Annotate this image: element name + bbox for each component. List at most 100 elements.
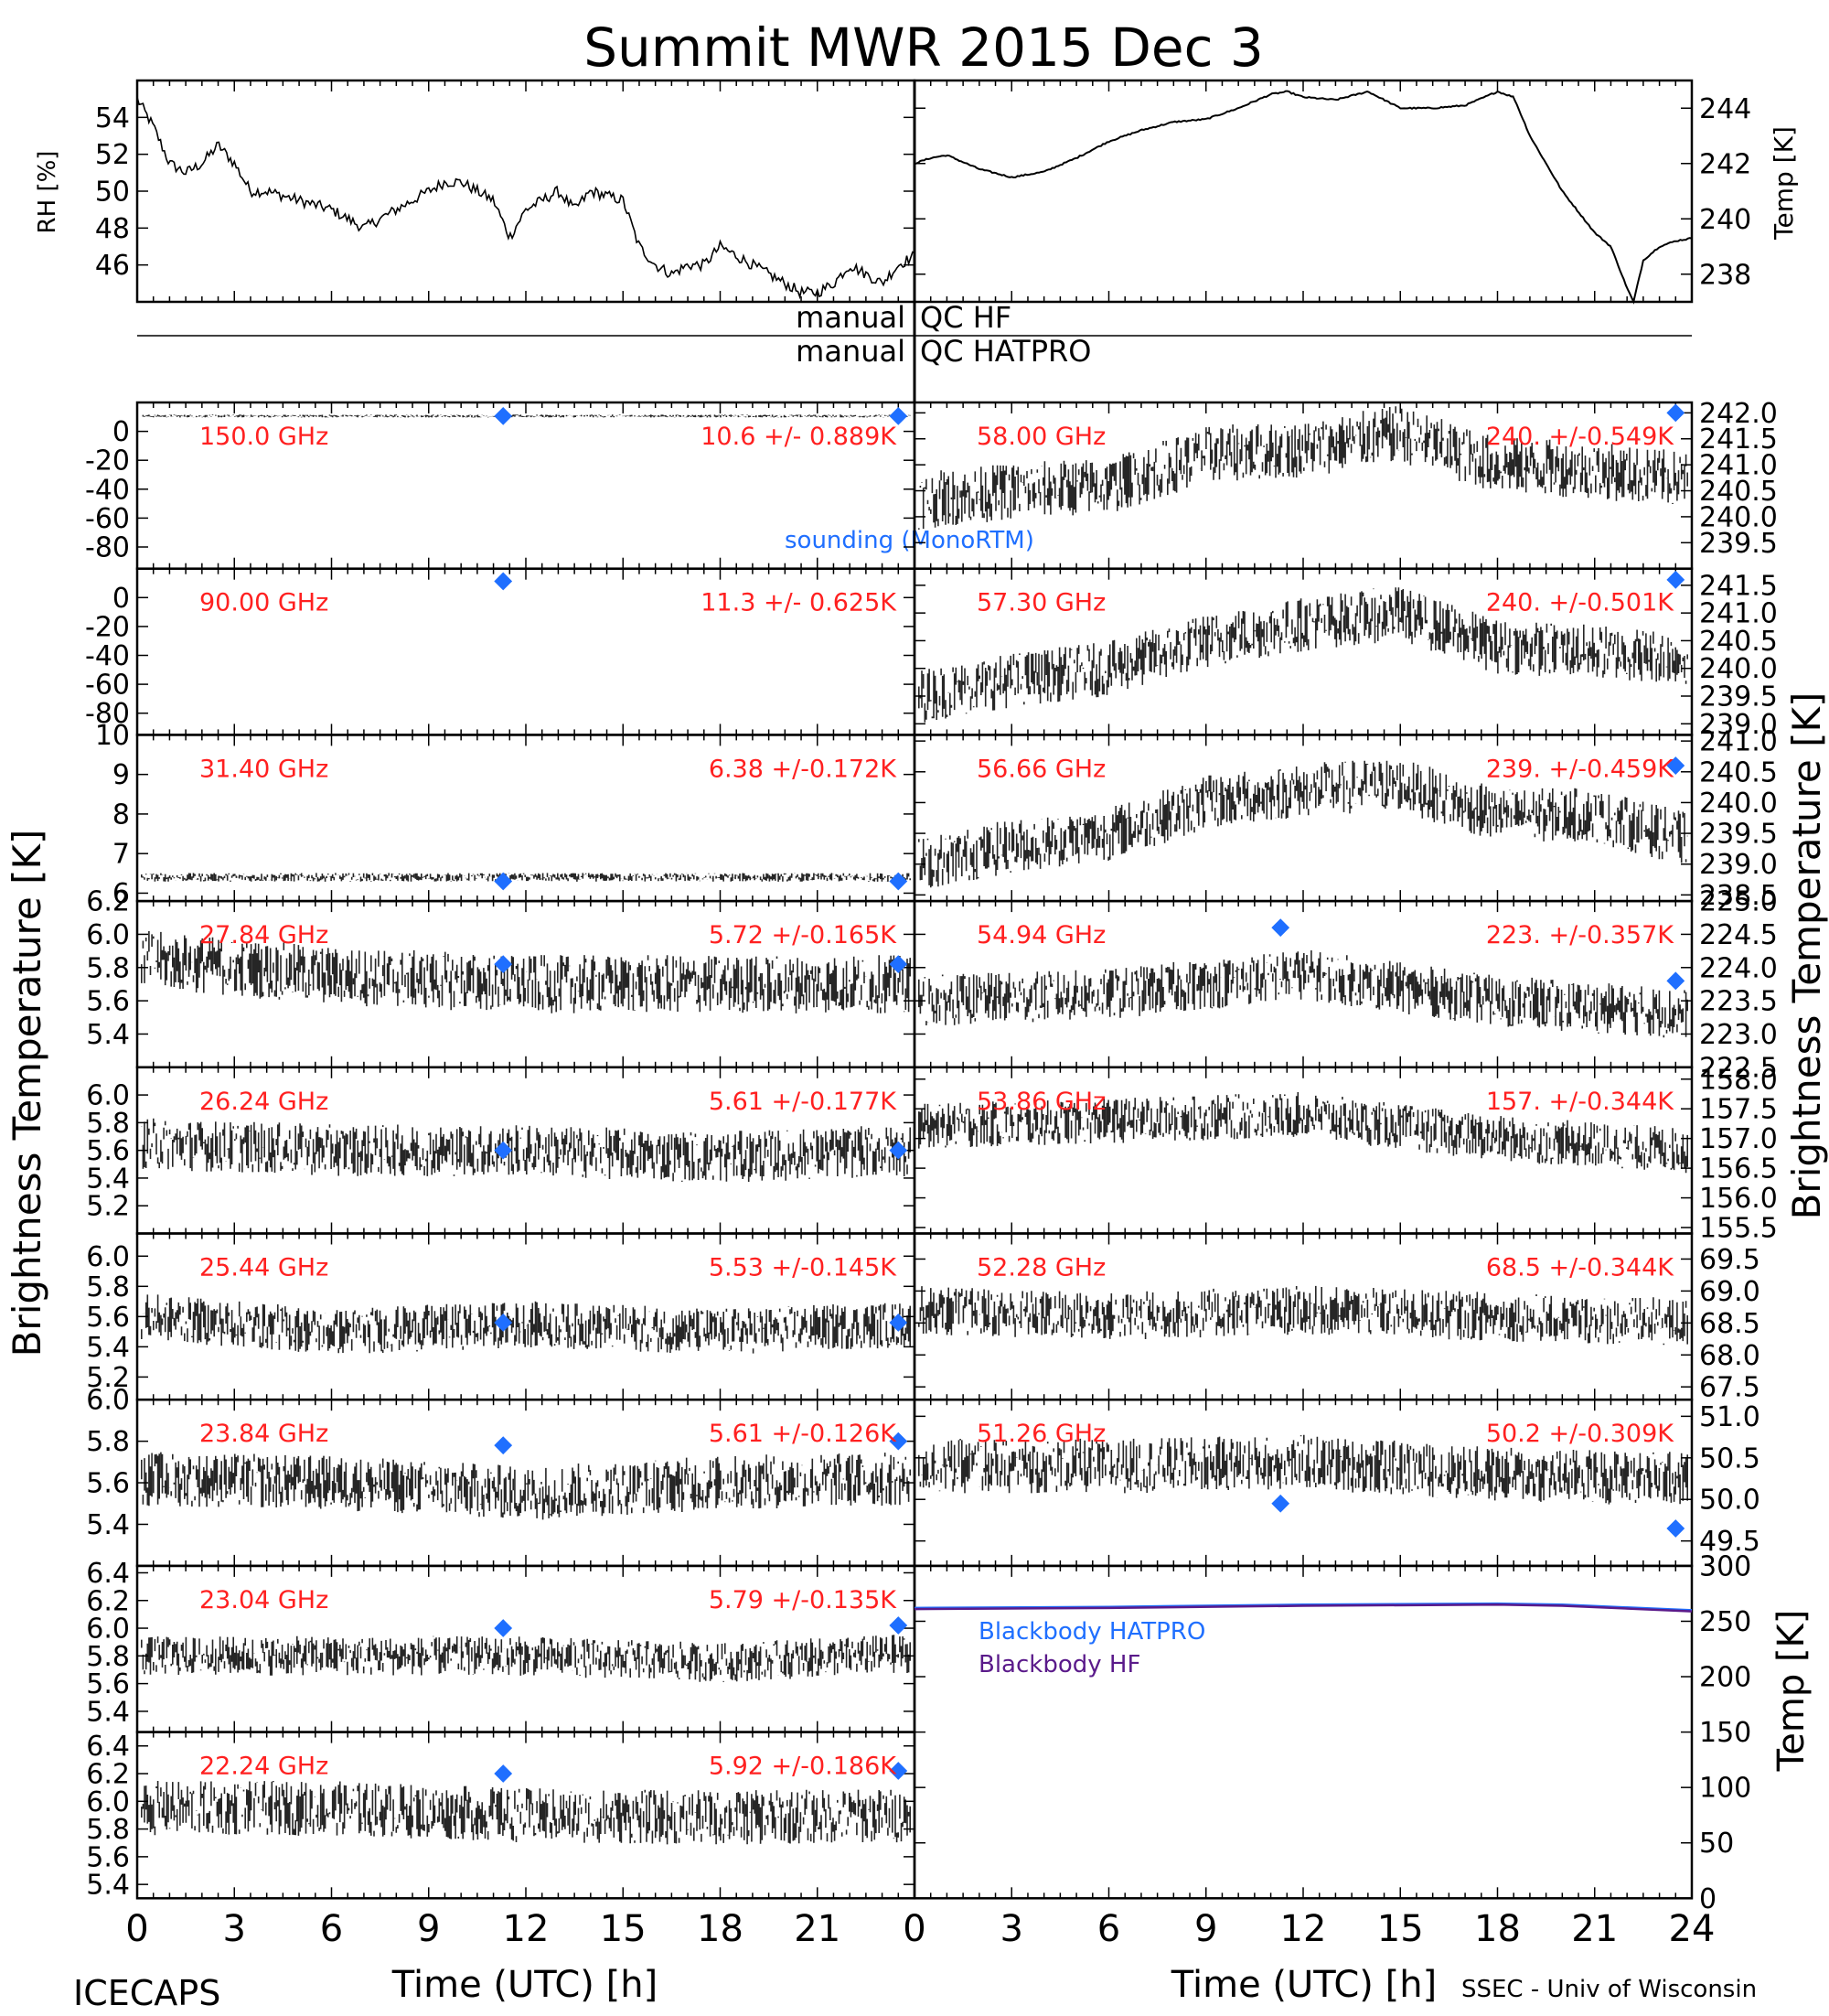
- rh-panel: [135, 79, 916, 304]
- y-tick-label: 52: [95, 139, 130, 171]
- y-tick-label: 69.5: [1699, 1244, 1760, 1276]
- y-tick-label: 6.0: [86, 1786, 130, 1818]
- y-tick-label: 5.6: [86, 1135, 130, 1167]
- sounding-marker: [889, 1432, 908, 1451]
- x-tick-label: 6: [320, 1908, 343, 1950]
- y-tick-label: 240.0: [1699, 653, 1778, 685]
- y-tick-label: 6.0: [86, 1614, 130, 1646]
- y-tick-label: 0: [112, 583, 130, 615]
- y-tick-label: 6.4: [86, 1731, 130, 1763]
- y-tick-label: 50: [95, 177, 130, 209]
- y-tick-label: 5.6: [86, 1841, 130, 1873]
- y-tick-label: 238: [1699, 259, 1751, 291]
- sounding-marker: [1666, 403, 1685, 423]
- y-tick-label: 5.6: [86, 1302, 130, 1334]
- y-tick-label: 225.0: [1699, 886, 1778, 918]
- channel-frequency-label: 52.28 GHz: [977, 1254, 1106, 1282]
- left-channel-panel-7-yticks: 5.45.65.86.06.26.4: [86, 1558, 914, 1728]
- x-tick-label: 21: [1571, 1908, 1618, 1950]
- qc-hf-right-label: QC HF: [920, 300, 1011, 335]
- right-channel-panel-6-yticks: 49.5 50.0 50.5 51.0: [914, 1401, 1760, 1558]
- y-tick-label: 222.5: [1699, 1052, 1778, 1084]
- y-tick-label: 5.2: [86, 1191, 130, 1223]
- y-tick-label: 240: [1699, 204, 1751, 236]
- y-tick-label: 223.0: [1699, 1019, 1778, 1051]
- sounding-marker: [1666, 570, 1685, 589]
- y-tick-label: 46: [95, 250, 130, 282]
- left-channel-panel-7-data: [141, 1635, 911, 1682]
- x-tick-label: 18: [697, 1908, 743, 1950]
- channel-frequency-label: 150.0 GHz: [199, 423, 328, 451]
- qc-hatpro-left-label: manual: [796, 334, 905, 369]
- y-tick-label: 5.4: [86, 1509, 130, 1541]
- sounding-marker: [889, 872, 908, 891]
- x-tick-label: 0: [903, 1908, 925, 1950]
- rh-axis-label: RH [%]: [34, 151, 61, 234]
- sounding-marker: [1666, 756, 1685, 775]
- y-tick-label: 157.5: [1699, 1094, 1778, 1126]
- left-channel-panel-0-data: [141, 414, 911, 418]
- channel-stat-label: 11.3 +/- 0.625K: [701, 589, 897, 617]
- sounding-marker: [889, 1141, 908, 1160]
- y-tick-label: 5.8: [86, 1108, 130, 1140]
- y-tick-label: 244: [1699, 93, 1751, 125]
- sounding-marker: [1666, 971, 1685, 991]
- channel-stat-label: 5.72 +/-0.165K: [709, 921, 897, 949]
- y-tick-label: 6.2: [86, 1759, 130, 1791]
- right-channel-panel-0-data: [918, 406, 1688, 530]
- qc-hatpro-right-label: QC HATPRO: [920, 334, 1091, 369]
- channel-frequency-label: 58.00 GHz: [977, 423, 1106, 451]
- y-tick-label: 150: [1699, 1717, 1751, 1749]
- y-tick-label: 51.0: [1699, 1401, 1760, 1433]
- sounding-marker: [1271, 1494, 1290, 1513]
- plot-layer: 46485052542382402422440-20-40-60-80150.0…: [85, 79, 1778, 1950]
- sounding-marker: [1271, 918, 1290, 938]
- y-tick-label: 300: [1699, 1550, 1751, 1582]
- left-channel-panel-3-yticks: 5.45.65.86.06.2: [86, 886, 914, 1051]
- y-tick-label: 6.0: [86, 1080, 130, 1112]
- channel-stat-label: 240. +/-0.549K: [1486, 423, 1674, 451]
- y-tick-label: 5.8: [86, 1271, 130, 1303]
- y-axis-label-right: Brightness Temperature [K]: [1784, 692, 1829, 1220]
- legend-sounding: sounding (MonoRTM): [785, 527, 1034, 554]
- channel-stat-label: 50.2 +/-0.309K: [1486, 1420, 1674, 1448]
- y-tick-label: 242: [1699, 148, 1751, 180]
- footer-left: ICECAPS: [73, 1973, 220, 2012]
- channel-frequency-label: 57.30 GHz: [977, 589, 1106, 617]
- y-tick-label: 5.6: [86, 1468, 130, 1500]
- y-tick-label: -80: [85, 532, 130, 564]
- y-tick-label: -20: [85, 611, 130, 643]
- y-tick-label: 5.4: [86, 1870, 130, 1902]
- right-channel-panel-6-data: [918, 1434, 1688, 1505]
- y-tick-label: 5.8: [86, 1641, 130, 1673]
- channel-frequency-label: 54.94 GHz: [977, 921, 1106, 949]
- y-tick-label: 224.5: [1699, 919, 1778, 951]
- x-axis-label-left: Time (UTC) [h]: [391, 1964, 658, 2006]
- channel-stat-label: 239. +/-0.459K: [1486, 755, 1674, 783]
- left-channel-panel-5-yticks: 5.25.45.65.86.0: [86, 1241, 914, 1394]
- y-tick-label: 241.0: [1699, 450, 1778, 482]
- channel-frequency-label: 25.44 GHz: [199, 1254, 328, 1282]
- temp-axis-label: Temp [K]: [1769, 126, 1799, 241]
- y-tick-label: 241.5: [1699, 570, 1778, 602]
- y-tick-label: -40: [85, 640, 130, 672]
- x-axis-label-right: Time (UTC) [h]: [1171, 1964, 1437, 2006]
- y-tick-label: 239.5: [1699, 528, 1778, 560]
- y-tick-label: 240.5: [1699, 476, 1778, 508]
- y-tick-label: 67.5: [1699, 1372, 1760, 1404]
- channel-frequency-label: 53.86 GHz: [977, 1088, 1106, 1116]
- sounding-marker: [494, 1619, 513, 1637]
- right-channel-panel-2-data: [918, 760, 1688, 888]
- channel-stat-label: 5.53 +/-0.145K: [709, 1254, 897, 1282]
- right-channel-panel-3-data: [918, 950, 1688, 1038]
- temp-panel-line: [914, 90, 1693, 305]
- channel-stat-label: 68.5 +/-0.344K: [1486, 1254, 1674, 1282]
- y-tick-label: 8: [112, 799, 130, 831]
- y-tick-label: 5.4: [86, 1696, 130, 1728]
- right-channel-panel-5-data: [918, 1285, 1688, 1346]
- rh-panel-yticks: 46 48 50 52 54: [95, 102, 914, 282]
- y-tick-label: 239.0: [1699, 709, 1778, 741]
